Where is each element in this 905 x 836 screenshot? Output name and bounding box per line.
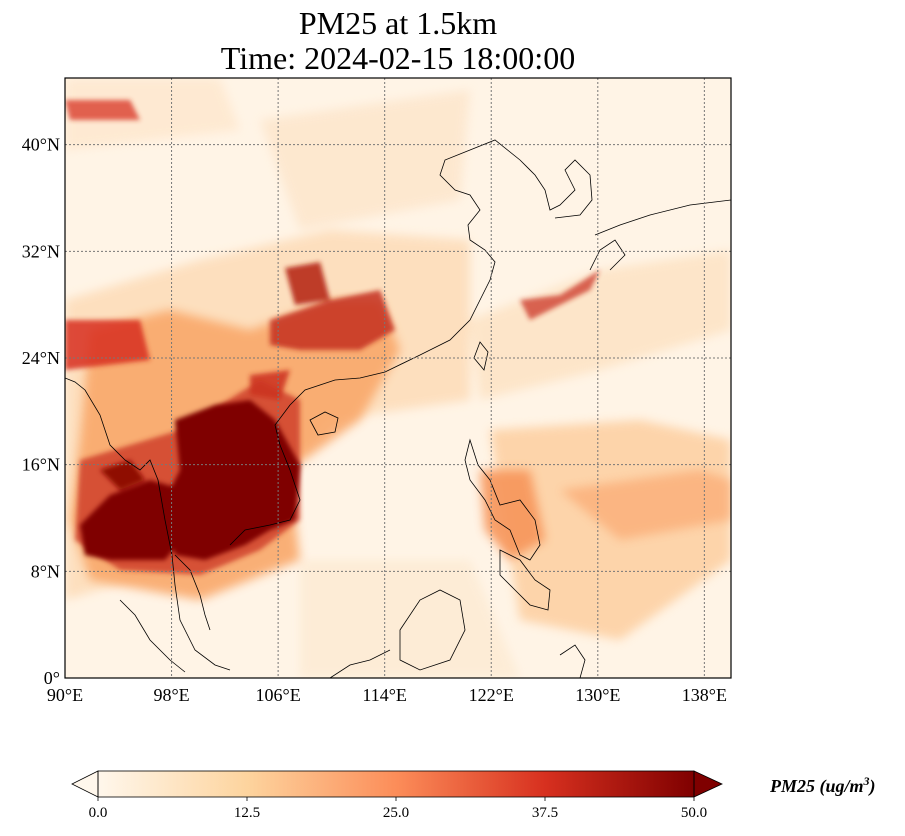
lat-tick-label: 8°N xyxy=(31,561,60,581)
map-title-line1: PM25 at 1.5km xyxy=(298,5,498,41)
coastlines xyxy=(65,139,731,678)
lon-tick-label: 98°E xyxy=(153,685,189,705)
colorbar-extend-max xyxy=(693,770,723,798)
colorbar-ticks: 0.0 12.5 25.0 37.5 50.0 xyxy=(89,797,707,821)
colorbar-extend-min xyxy=(71,770,99,798)
map-frame xyxy=(64,77,732,679)
lon-tick-label: 114°E xyxy=(362,685,407,705)
lon-tick-label: 130°E xyxy=(575,685,620,705)
colorbar-tick-label: 37.5 xyxy=(532,805,558,821)
lat-tick-label: 24°N xyxy=(22,348,60,368)
lon-tick-label: 138°E xyxy=(682,685,727,705)
colorbar-tick-label: 0.0 xyxy=(89,805,108,821)
colorbar-gradient xyxy=(98,771,694,797)
colorbar-label: PM25 (ug/m3) xyxy=(770,774,876,797)
colorbar-label-close: ) xyxy=(869,776,876,796)
lat-tick-label: 32°N xyxy=(22,241,60,261)
map-title-line2: Time: 2024-02-15 18:00:00 xyxy=(220,40,576,76)
lat-tick-label: 40°N xyxy=(22,135,60,155)
gridlines xyxy=(65,78,731,678)
lat-tick-label: 16°N xyxy=(22,455,60,475)
colorbar-tick-label: 12.5 xyxy=(234,805,260,821)
lon-tick-labels: 90°E 98°E 106°E 114°E 122°E 130°E 138°E xyxy=(47,685,727,705)
lon-tick-label: 90°E xyxy=(47,685,83,705)
lat-tick-labels: 0° 8°N 16°N 24°N 32°N 40°N xyxy=(22,135,60,688)
pm25-field xyxy=(65,78,731,678)
colorbar-tick-label: 50.0 xyxy=(681,805,707,821)
lon-tick-label: 122°E xyxy=(469,685,514,705)
lat-tick-label: 0° xyxy=(44,668,60,688)
lon-tick-label: 106°E xyxy=(256,685,301,705)
colorbar-tick-label: 25.0 xyxy=(383,805,409,821)
colorbar-label-text: PM25 (ug/m xyxy=(770,776,864,796)
colorbar-label-sup: 3 xyxy=(863,774,870,788)
colorbar: 0.0 12.5 25.0 37.5 50.0 xyxy=(71,770,723,821)
